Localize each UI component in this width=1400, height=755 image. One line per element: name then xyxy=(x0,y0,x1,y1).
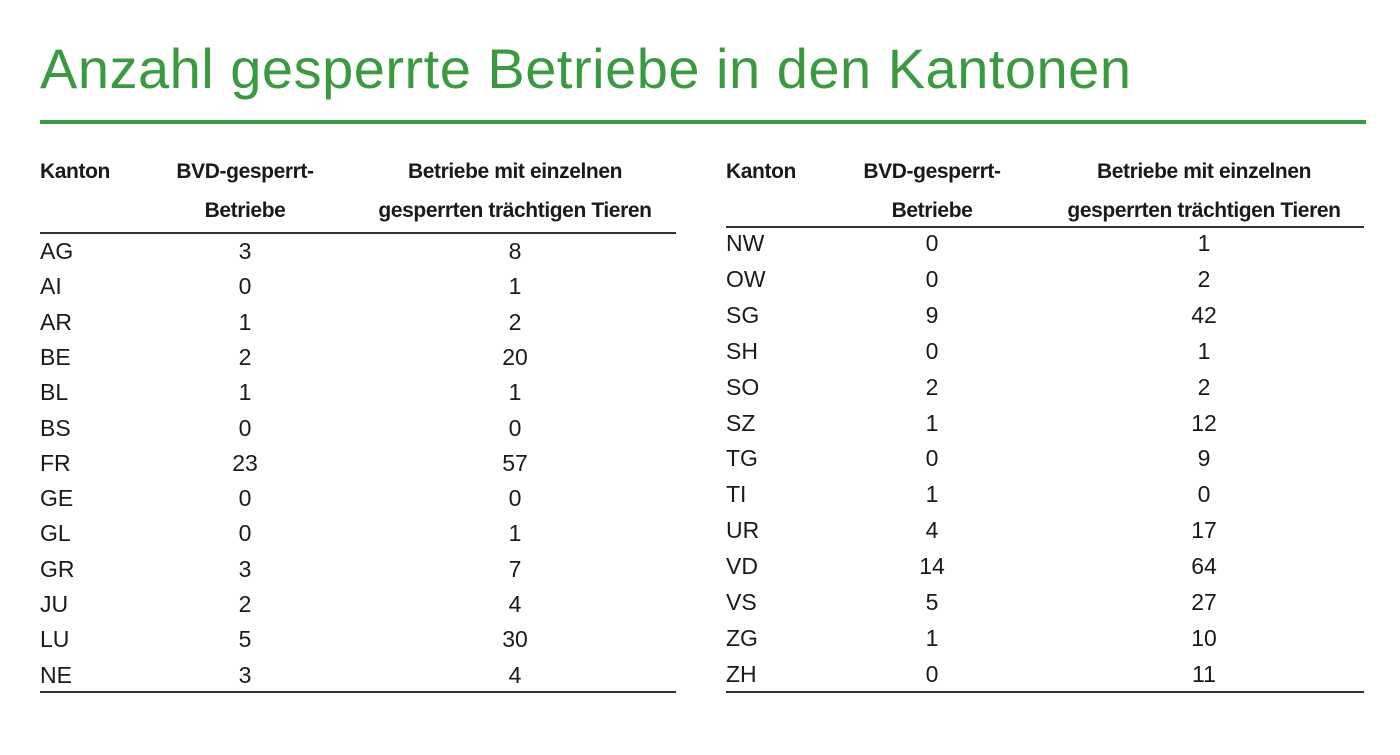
count-cell: 11 xyxy=(1192,660,1216,687)
count-cell: 0 xyxy=(238,414,252,441)
count-cell: 1 xyxy=(508,273,522,300)
count-cell: 9 xyxy=(1197,445,1211,472)
count-cell: 0 xyxy=(925,265,939,292)
count-cell: 4 xyxy=(925,517,939,544)
count-cell: 2 xyxy=(925,373,939,400)
canton-cell: ZH xyxy=(726,660,757,687)
header-rule xyxy=(40,232,676,234)
canton-cell: TG xyxy=(726,445,758,472)
header-rule xyxy=(726,226,1364,228)
count-cell: 0 xyxy=(508,414,522,441)
count-cell: 4 xyxy=(508,661,522,688)
column-header: Betriebe mit einzelnen gesperrten trächt… xyxy=(1067,160,1341,222)
canton-cell: GR xyxy=(40,555,75,582)
count-cell: 12 xyxy=(1191,409,1217,436)
count-cell: 0 xyxy=(925,230,939,256)
canton-cell: ZG xyxy=(726,624,758,651)
count-cell: 1 xyxy=(508,520,522,547)
count-cell: 1 xyxy=(508,379,522,406)
count-cell: 17 xyxy=(1191,517,1217,544)
count-cell: 2 xyxy=(238,343,252,370)
canton-cell: TI xyxy=(726,481,747,508)
count-cell: 30 xyxy=(502,626,528,653)
count-cell: 8 xyxy=(508,238,522,264)
count-cell: 7 xyxy=(508,555,522,582)
count-cell: 2 xyxy=(1197,265,1211,292)
count-cell: 1 xyxy=(1197,230,1211,256)
canton-cell: NE xyxy=(40,661,72,688)
count-cell: 3 xyxy=(238,238,252,264)
count-cell: 1 xyxy=(925,481,939,508)
count-cell: 1 xyxy=(238,379,252,406)
canton-cell: SO xyxy=(726,373,760,400)
canton-cell: GE xyxy=(40,485,74,512)
count-cell: 5 xyxy=(238,626,252,653)
column-header: Kanton xyxy=(726,160,796,183)
count-cell: 57 xyxy=(502,449,528,476)
count-cell: 1 xyxy=(925,409,939,436)
canton-cell: SZ xyxy=(726,409,756,436)
canton-cell: AR xyxy=(40,308,72,335)
count-cell: 2 xyxy=(508,308,522,335)
count-cell: 2 xyxy=(1197,373,1211,400)
count-cell: 0 xyxy=(238,485,252,512)
count-cell: 3 xyxy=(238,555,252,582)
canton-cell: BS xyxy=(40,414,71,441)
column-header: BVD-gesperrt- Betriebe xyxy=(863,160,1001,222)
column-header: Betriebe mit einzelnen gesperrten trächt… xyxy=(378,160,652,222)
canton-cell: VS xyxy=(726,589,757,615)
count-cell: 0 xyxy=(925,337,939,364)
count-cell: 0 xyxy=(238,273,252,300)
count-cell: 2 xyxy=(238,591,252,617)
canton-cell: VD xyxy=(726,553,758,580)
bottom-rule xyxy=(726,691,1364,693)
title: Anzahl gesperrte Betriebe in den Kantone… xyxy=(40,37,1132,100)
count-cell: 14 xyxy=(919,553,945,580)
count-cell: 0 xyxy=(925,445,939,472)
count-cell: 1 xyxy=(1197,337,1211,364)
count-cell: 0 xyxy=(238,520,252,547)
canton-cell: AI xyxy=(40,273,62,300)
count-cell: 0 xyxy=(925,660,939,687)
canton-cell: UR xyxy=(726,517,760,544)
count-cell: 27 xyxy=(1191,589,1217,615)
count-cell: 1 xyxy=(925,624,939,651)
canton-cell: GL xyxy=(40,520,71,547)
title-rule xyxy=(40,120,1366,124)
column-header: Kanton xyxy=(40,160,110,183)
count-cell: 23 xyxy=(232,449,258,476)
canton-cell: BE xyxy=(40,343,71,370)
count-cell: 20 xyxy=(502,343,528,370)
bottom-rule xyxy=(40,691,676,693)
column-header: BVD-gesperrt- Betriebe xyxy=(176,160,314,222)
canton-cell: OW xyxy=(726,265,766,292)
canton-cell: SG xyxy=(726,301,760,328)
count-cell: 64 xyxy=(1191,553,1217,580)
count-cell: 0 xyxy=(1197,481,1211,508)
canton-cell: SH xyxy=(726,337,758,364)
canton-cell: FR xyxy=(40,449,71,476)
canton-cell: AG xyxy=(40,238,74,264)
canton-cell: NW xyxy=(726,230,765,256)
count-cell: 3 xyxy=(238,661,252,688)
count-cell: 10 xyxy=(1191,624,1217,651)
count-cell: 5 xyxy=(925,589,939,615)
canton-cell: LU xyxy=(40,626,70,653)
count-cell: 4 xyxy=(508,591,522,617)
canton-cell: JU xyxy=(40,591,69,617)
count-cell: 0 xyxy=(508,485,522,512)
count-cell: 42 xyxy=(1191,301,1217,328)
canton-cell: BL xyxy=(40,379,69,406)
count-cell: 9 xyxy=(925,301,939,328)
count-cell: 1 xyxy=(238,308,252,335)
